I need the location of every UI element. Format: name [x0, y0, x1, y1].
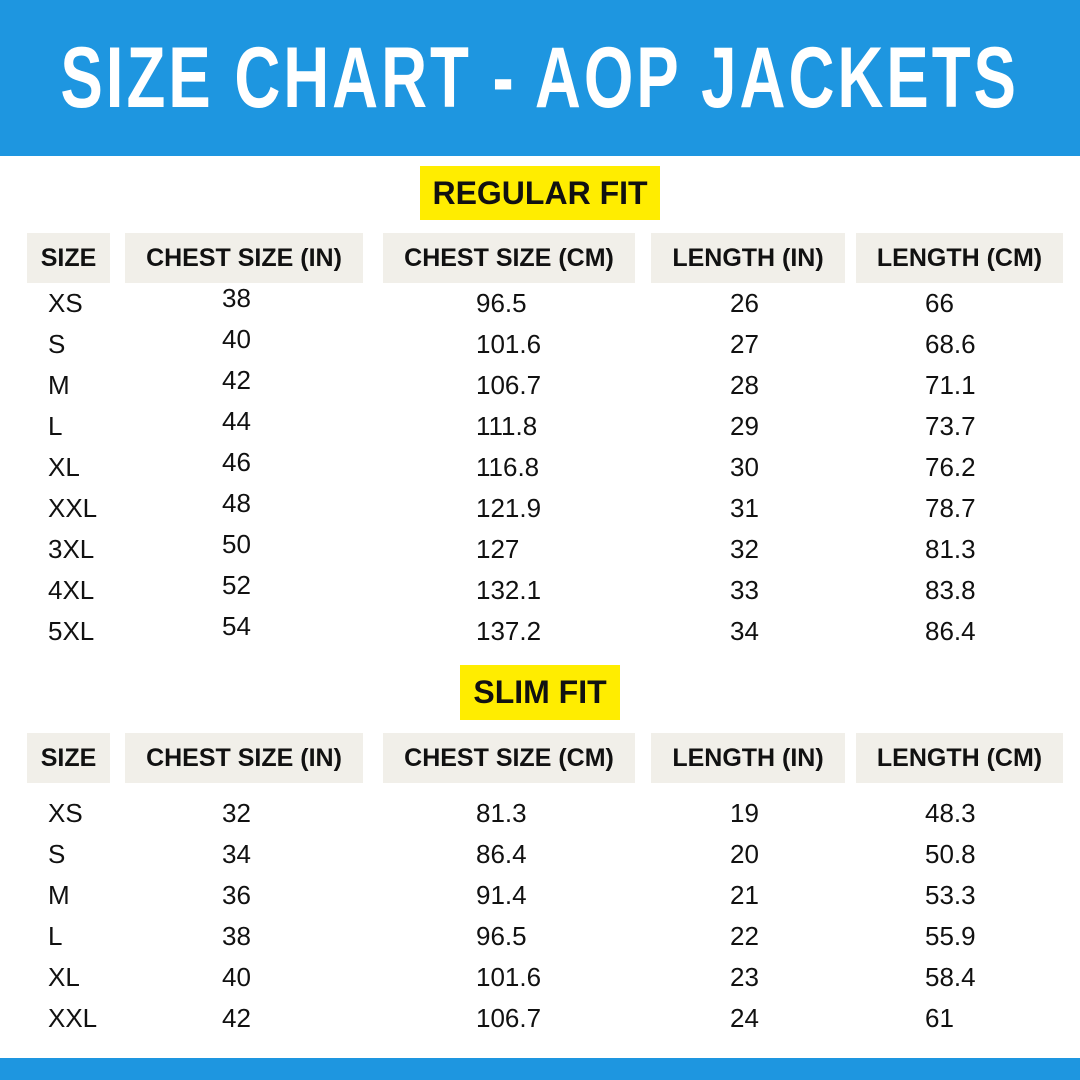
table-cell: L — [48, 411, 63, 441]
table-cell: XL — [48, 452, 80, 482]
table-cell: L — [48, 921, 63, 951]
table-cell: 132.1 — [476, 575, 542, 605]
table-cell: 29 — [730, 411, 759, 441]
column-header: CHEST SIZE (CM) — [383, 733, 635, 783]
table-cell: 4XL — [48, 575, 95, 605]
table-cell: 73.7 — [925, 411, 976, 441]
table-cell: 81.3 — [925, 534, 976, 564]
table-cell: 68.6 — [925, 329, 976, 359]
table-cell: 34 — [730, 616, 759, 646]
table-cell: 116.8 — [476, 452, 540, 482]
table-cell: 52 — [222, 570, 251, 600]
table-cell: M — [48, 880, 70, 910]
table-cell: 30 — [730, 452, 759, 482]
table-cell: 121.9 — [476, 493, 542, 523]
table-cell: 86.4 — [925, 616, 976, 646]
table-cell: XL — [48, 962, 80, 992]
table-cell: 48.3 — [925, 798, 976, 828]
table-cell: 91.4 — [476, 880, 527, 910]
table-cell: XXL — [48, 493, 98, 523]
table-cell: S — [48, 329, 66, 359]
table-cell: 106.7 — [476, 1003, 542, 1033]
table-cell: 55.9 — [925, 921, 976, 951]
table-cell: 54 — [222, 611, 251, 641]
table-cell: 22 — [730, 921, 759, 951]
table-cell: 48 — [222, 488, 251, 518]
section-title: SLIM FIT — [460, 665, 620, 720]
table-cell: 71.1 — [925, 370, 976, 400]
table-cell: 111.8 — [476, 411, 538, 441]
table-cell: 42 — [222, 365, 251, 395]
table-cell: 96.5 — [476, 921, 527, 951]
column-header: CHEST SIZE (CM) — [383, 233, 635, 283]
table-cell: 32 — [730, 534, 759, 564]
table-cell: S — [48, 839, 66, 869]
table-cell: 42 — [222, 1003, 251, 1033]
column-header: SIZE — [27, 733, 110, 783]
table-cell: 31 — [730, 493, 759, 523]
table-cell: 23 — [730, 962, 759, 992]
table-cell: 21 — [730, 880, 759, 910]
table-cell: XS — [48, 798, 83, 828]
table-cell: 3XL — [48, 534, 95, 564]
table-cell: 76.2 — [925, 452, 976, 482]
table-cell: 20 — [730, 839, 759, 869]
table-cell: 83.8 — [925, 575, 976, 605]
column-header: CHEST SIZE (IN) — [125, 733, 363, 783]
column-header: LENGTH (IN) — [651, 733, 845, 783]
table-cell: 58.4 — [925, 962, 976, 992]
table-cell: 33 — [730, 575, 759, 605]
table-cell: 5XL — [48, 616, 95, 646]
column-header: LENGTH (IN) — [651, 233, 845, 283]
table-cell: 40 — [222, 962, 251, 992]
table-cell: 86.4 — [476, 839, 527, 869]
table-cell: 61 — [925, 1003, 954, 1033]
table-cell: 40 — [222, 324, 251, 354]
header-band — [0, 0, 1080, 156]
table-cell: M — [48, 370, 70, 400]
table-cell: 96.5 — [476, 288, 527, 318]
table-cell: 137.2 — [476, 616, 542, 646]
table-cell: 24 — [730, 1003, 759, 1033]
table-cell: 53.3 — [925, 880, 976, 910]
table-cell: XXL — [48, 1003, 98, 1033]
table-cell: 66 — [925, 288, 954, 318]
table-cell: 44 — [222, 406, 251, 436]
table-cell: 26 — [730, 288, 759, 318]
table-cell: 38 — [222, 921, 251, 951]
table-cell: 32 — [222, 798, 251, 828]
section-title: REGULAR FIT — [420, 166, 660, 220]
table-cell: 34 — [222, 839, 251, 869]
column-header: LENGTH (CM) — [856, 733, 1063, 783]
table-cell: 46 — [222, 447, 251, 477]
column-header: CHEST SIZE (IN) — [125, 233, 363, 283]
table-cell: 50.8 — [925, 839, 976, 869]
table-cell: 106.7 — [476, 370, 542, 400]
table-cell: 28 — [730, 370, 759, 400]
table-cell: 27 — [730, 329, 759, 359]
table-cell: 101.6 — [476, 329, 542, 359]
table-cell: 81.3 — [476, 798, 527, 828]
header: SIZE CHART - AOP JACKETS — [0, 0, 1080, 156]
table-cell: 19 — [730, 798, 759, 828]
table-cell: 127 — [476, 534, 520, 564]
table-cell: 38 — [222, 283, 251, 313]
table-cell: 36 — [222, 880, 251, 910]
table-cell: 101.6 — [476, 962, 542, 992]
table-cell: XS — [48, 288, 83, 318]
footer-band — [0, 1058, 1080, 1080]
title: SIZE CHART - AOP JACKETS — [60, 29, 1020, 126]
column-header: SIZE — [27, 233, 110, 283]
column-header: LENGTH (CM) — [856, 233, 1063, 283]
table-cell: 78.7 — [925, 493, 976, 523]
table-cell: 50 — [222, 529, 251, 559]
